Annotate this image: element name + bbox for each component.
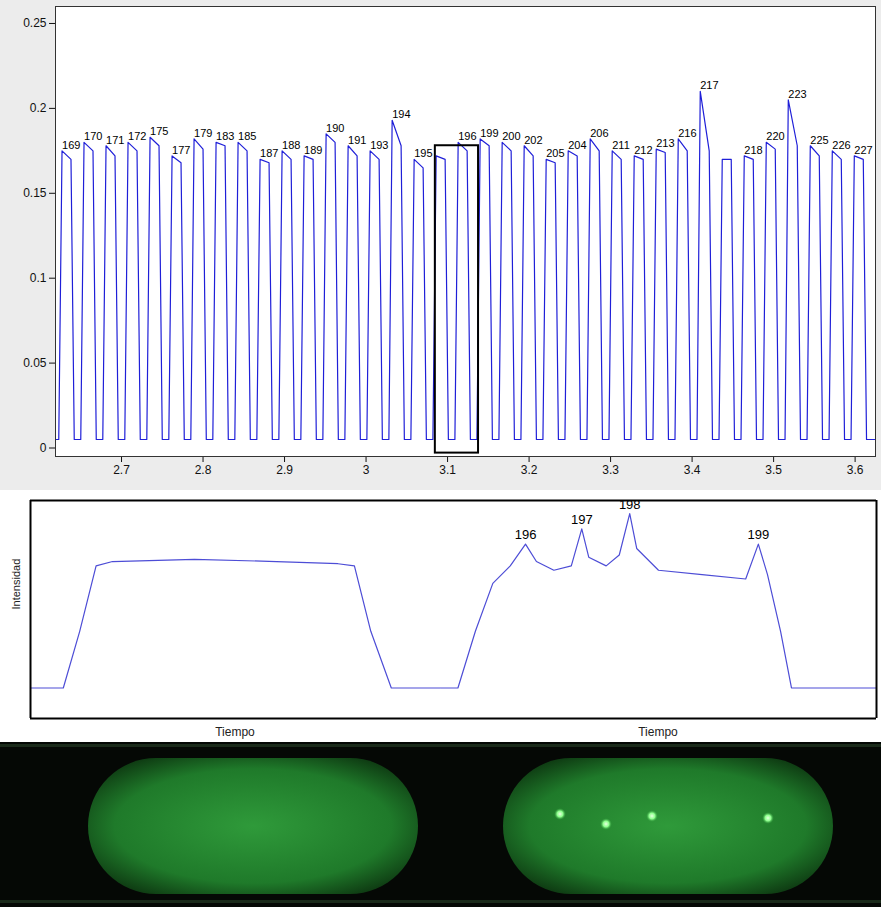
svg-text:212: 212 — [634, 144, 652, 156]
svg-text:220: 220 — [766, 130, 784, 142]
svg-text:Intensidad: Intensidad — [10, 559, 22, 610]
svg-text:198: 198 — [619, 497, 641, 512]
svg-text:0: 0 — [40, 441, 47, 455]
svg-text:199: 199 — [747, 527, 769, 542]
svg-text:199: 199 — [480, 127, 498, 139]
svg-text:196: 196 — [515, 527, 537, 542]
svg-text:3.3: 3.3 — [602, 463, 619, 477]
svg-text:170: 170 — [84, 130, 102, 142]
svg-text:177: 177 — [172, 144, 190, 156]
svg-text:2.8: 2.8 — [195, 463, 212, 477]
svg-text:194: 194 — [392, 108, 410, 120]
svg-text:0.2: 0.2 — [30, 101, 47, 115]
svg-text:3: 3 — [363, 463, 370, 477]
svg-text:0.15: 0.15 — [23, 186, 47, 200]
svg-text:3.4: 3.4 — [684, 463, 701, 477]
svg-text:213: 213 — [656, 137, 674, 149]
svg-text:2.7: 2.7 — [113, 463, 130, 477]
svg-text:191: 191 — [348, 134, 366, 146]
svg-text:217: 217 — [700, 79, 718, 91]
svg-text:0.1: 0.1 — [30, 271, 47, 285]
html-text:Tiempo: Tiempo — [638, 725, 678, 739]
svg-text:188: 188 — [282, 139, 300, 151]
svg-text:196: 196 — [458, 130, 476, 142]
svg-text:3.1: 3.1 — [439, 463, 456, 477]
html-text:Tiempo: Tiempo — [215, 725, 255, 739]
svg-text:226: 226 — [832, 139, 850, 151]
svg-text:197: 197 — [571, 512, 593, 527]
svg-text:3.5: 3.5 — [765, 463, 782, 477]
svg-text:218: 218 — [744, 144, 762, 156]
svg-text:211: 211 — [612, 139, 630, 151]
svg-text:225: 225 — [810, 134, 828, 146]
svg-text:175: 175 — [150, 125, 168, 137]
svg-text:169: 169 — [62, 139, 80, 151]
svg-text:200: 200 — [502, 130, 520, 142]
svg-text:172: 172 — [128, 130, 146, 142]
svg-text:3.6: 3.6 — [847, 463, 864, 477]
svg-text:3.2: 3.2 — [521, 463, 538, 477]
svg-text:204: 204 — [568, 139, 586, 151]
svg-text:2.9: 2.9 — [276, 463, 293, 477]
svg-text:195: 195 — [414, 147, 432, 159]
svg-text:193: 193 — [370, 139, 388, 151]
svg-text:0.25: 0.25 — [23, 16, 47, 30]
svg-text:206: 206 — [590, 127, 608, 139]
svg-text:227: 227 — [854, 144, 872, 156]
svg-text:183: 183 — [216, 130, 234, 142]
svg-text:179: 179 — [194, 127, 212, 139]
svg-text:187: 187 — [260, 147, 278, 159]
svg-text:205: 205 — [546, 147, 564, 159]
svg-text:0.05: 0.05 — [23, 356, 47, 370]
svg-text:185: 185 — [238, 130, 256, 142]
svg-text:202: 202 — [524, 134, 542, 146]
svg-text:171: 171 — [106, 134, 124, 146]
svg-text:216: 216 — [678, 127, 696, 139]
svg-text:190: 190 — [326, 122, 344, 134]
svg-text:189: 189 — [304, 144, 322, 156]
svg-text:223: 223 — [788, 88, 806, 100]
